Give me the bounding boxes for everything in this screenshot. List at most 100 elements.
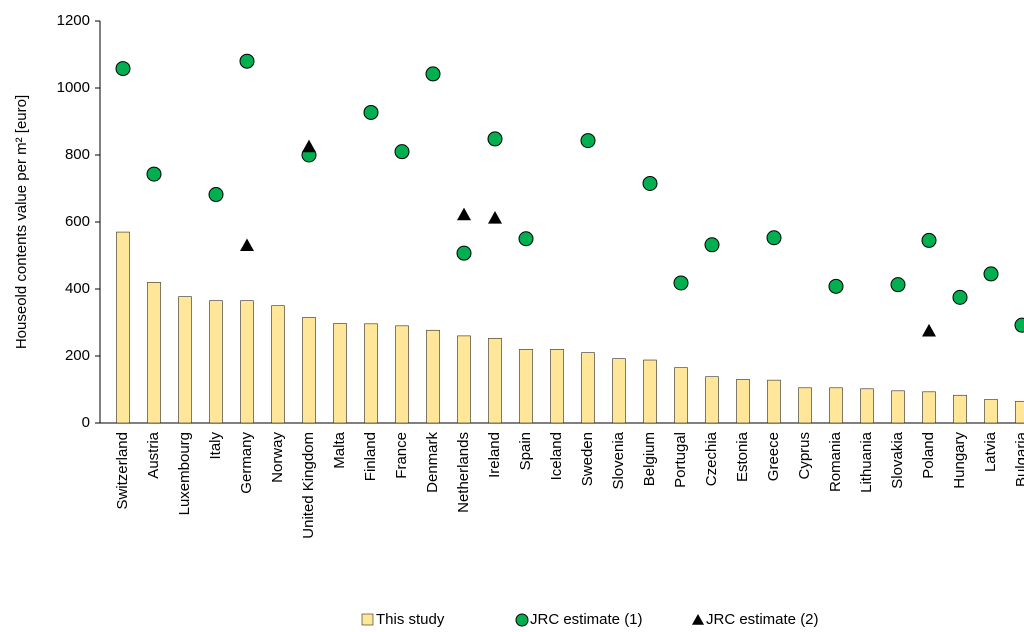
y-tick-label: 200 — [65, 347, 90, 364]
bar — [767, 379, 781, 424]
x-tick-label: Italy — [207, 432, 224, 460]
point — [890, 277, 906, 293]
point — [983, 266, 999, 282]
bar — [643, 359, 657, 424]
x-tick-label: Lithuania — [858, 431, 875, 493]
point — [363, 104, 379, 120]
x-tick-label: Sweden — [579, 432, 596, 486]
point — [487, 131, 503, 147]
bar — [798, 387, 812, 424]
x-tick-label: Spain — [517, 432, 534, 470]
x-tick-label: Malta — [331, 431, 348, 468]
x-tick-label: Iceland — [548, 432, 565, 480]
bar — [550, 349, 564, 424]
point — [766, 230, 782, 246]
point — [952, 289, 968, 305]
bar — [178, 296, 192, 424]
bar — [364, 323, 378, 424]
bar — [612, 358, 626, 424]
x-tick-label: Hungary — [951, 432, 968, 489]
bar — [116, 231, 130, 424]
bar — [333, 323, 347, 424]
bar — [1015, 400, 1024, 424]
x-tick-label: Estonia — [734, 431, 751, 482]
bar — [984, 399, 998, 424]
point — [302, 139, 316, 153]
point — [146, 166, 162, 182]
point — [922, 323, 936, 337]
y-axis-title: Houseold contents value per m² [euro] — [13, 95, 30, 349]
bar — [209, 300, 223, 424]
point — [518, 231, 534, 247]
bar — [240, 300, 254, 424]
point — [1014, 317, 1024, 333]
y-tick-label: 400 — [65, 280, 90, 297]
point — [642, 175, 658, 191]
y-tick-label: 1200 — [57, 12, 90, 29]
x-tick-label: France — [393, 432, 410, 479]
bar — [736, 379, 750, 424]
bar — [860, 388, 874, 424]
x-tick-label: Norway — [269, 432, 286, 483]
x-tick-label: Romania — [827, 431, 844, 492]
bar — [891, 390, 905, 424]
bar — [395, 325, 409, 424]
x-tick-label: Denmark — [424, 432, 441, 493]
bar — [705, 376, 719, 424]
bar — [581, 352, 595, 424]
y-tick-label: 1000 — [57, 79, 90, 96]
x-tick-label: Ireland — [486, 432, 503, 478]
point — [240, 238, 254, 252]
x-tick-label: Switzerland — [114, 432, 131, 510]
y-tick-label: 800 — [65, 146, 90, 163]
bar — [519, 349, 533, 424]
point — [457, 207, 471, 221]
bar — [457, 335, 471, 424]
legend-label: JRC estimate (2) — [706, 611, 819, 628]
x-tick-label: Germany — [238, 432, 255, 494]
x-tick-label: Luxembourg — [176, 432, 193, 515]
x-tick-label: Cyprus — [796, 432, 813, 480]
point — [208, 187, 224, 203]
y-tick-label: 0 — [82, 414, 90, 431]
y-tick-label: 600 — [65, 213, 90, 230]
point — [673, 275, 689, 291]
bar — [147, 282, 161, 424]
point — [394, 144, 410, 160]
x-tick-label: Latvia — [982, 431, 999, 472]
x-tick-label: Netherlands — [455, 432, 472, 513]
bar — [922, 391, 936, 424]
x-tick-label: Czechia — [703, 431, 720, 486]
x-tick-label: Austria — [145, 431, 162, 478]
x-tick-label: Bulgaria — [1013, 431, 1024, 487]
bar — [953, 394, 967, 424]
x-tick-label: Slovakia — [889, 431, 906, 488]
bar — [829, 387, 843, 424]
x-tick-label: Portugal — [672, 432, 689, 488]
legend-swatch — [515, 613, 529, 627]
point — [239, 53, 255, 69]
x-tick-label: Greece — [765, 432, 782, 481]
point — [456, 245, 472, 261]
legend-label: JRC estimate (1) — [530, 611, 643, 628]
point — [828, 278, 844, 294]
bar — [271, 305, 285, 424]
legend-swatch — [692, 614, 704, 625]
bar — [426, 329, 440, 424]
point — [115, 61, 131, 77]
legend-swatch — [361, 613, 374, 626]
x-tick-label: Belgium — [641, 432, 658, 486]
x-tick-label: United Kingdom — [300, 432, 317, 539]
point — [921, 232, 937, 248]
bar — [674, 367, 688, 424]
x-tick-label: Finland — [362, 432, 379, 481]
point — [488, 210, 502, 224]
bar — [302, 317, 316, 424]
point — [580, 133, 596, 149]
x-tick-label: Slovenia — [610, 431, 627, 489]
legend-label: This study — [376, 611, 445, 628]
x-tick-label: Poland — [920, 432, 937, 479]
bar — [488, 337, 502, 424]
point — [425, 66, 441, 82]
